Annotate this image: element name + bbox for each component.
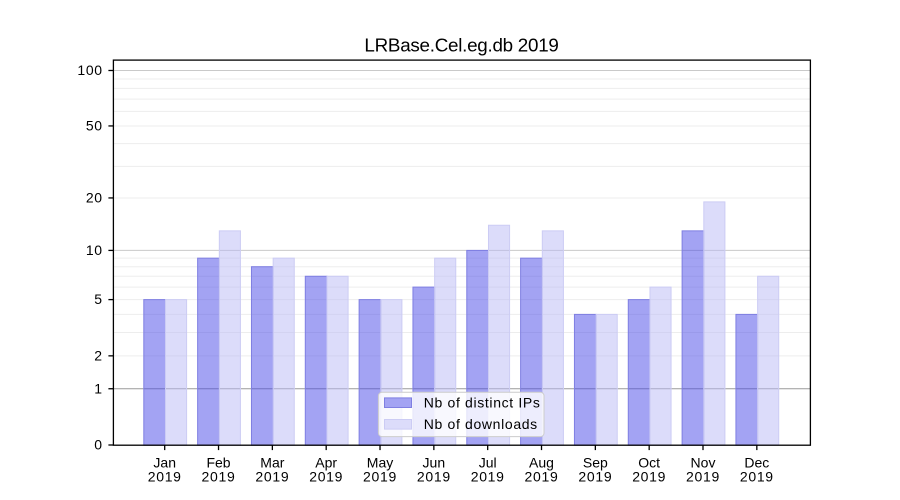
svg-text:2019: 2019 bbox=[202, 469, 236, 485]
svg-text:5: 5 bbox=[94, 291, 103, 307]
svg-text:Nov: Nov bbox=[691, 454, 716, 470]
svg-text:50: 50 bbox=[86, 117, 103, 133]
svg-text:Nb of distinct IPs: Nb of distinct IPs bbox=[424, 395, 541, 411]
svg-text:2019: 2019 bbox=[686, 469, 720, 485]
svg-text:Jun: Jun bbox=[423, 454, 446, 470]
svg-text:Nb of downloads: Nb of downloads bbox=[424, 416, 538, 432]
svg-text:Feb: Feb bbox=[206, 454, 230, 470]
svg-text:Jan: Jan bbox=[153, 454, 176, 470]
svg-text:0: 0 bbox=[94, 437, 103, 453]
svg-text:Jul: Jul bbox=[479, 454, 497, 470]
svg-text:2019: 2019 bbox=[309, 469, 343, 485]
svg-text:100: 100 bbox=[77, 62, 102, 78]
svg-text:LRBase.Cel.eg.db 2019: LRBase.Cel.eg.db 2019 bbox=[364, 35, 558, 56]
svg-text:1: 1 bbox=[94, 380, 103, 396]
svg-text:Sep: Sep bbox=[583, 454, 608, 470]
svg-text:2019: 2019 bbox=[632, 469, 666, 485]
svg-text:2019: 2019 bbox=[578, 469, 612, 485]
svg-text:May: May bbox=[367, 454, 393, 470]
svg-text:2019: 2019 bbox=[525, 469, 559, 485]
svg-text:Mar: Mar bbox=[260, 454, 284, 470]
svg-text:10: 10 bbox=[86, 242, 103, 258]
svg-text:2019: 2019 bbox=[417, 469, 451, 485]
svg-text:2019: 2019 bbox=[255, 469, 289, 485]
svg-text:20: 20 bbox=[86, 189, 103, 205]
svg-text:2019: 2019 bbox=[471, 469, 505, 485]
svg-text:2: 2 bbox=[94, 347, 103, 363]
svg-text:Aug: Aug bbox=[529, 454, 554, 470]
svg-text:2019: 2019 bbox=[363, 469, 397, 485]
svg-text:Apr: Apr bbox=[315, 454, 337, 470]
svg-text:2019: 2019 bbox=[148, 469, 182, 485]
svg-text:Dec: Dec bbox=[744, 454, 769, 470]
svg-text:Oct: Oct bbox=[638, 454, 660, 470]
svg-text:2019: 2019 bbox=[740, 469, 774, 485]
